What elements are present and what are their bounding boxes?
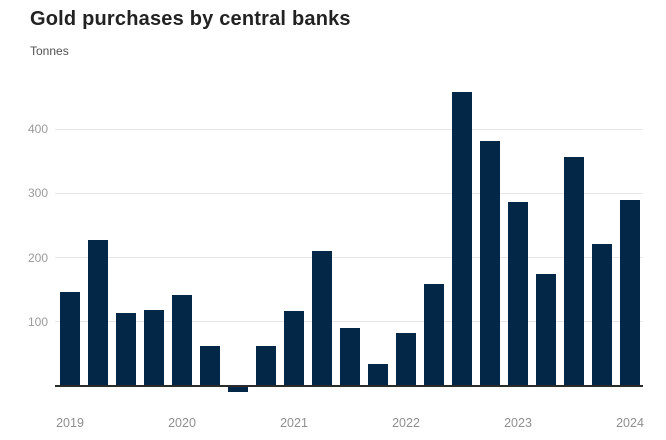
bar-2023-q2 bbox=[536, 273, 556, 386]
chart-subtitle: Tonnes bbox=[30, 44, 69, 58]
gridline-200 bbox=[55, 257, 643, 258]
x-axis-label-2021: 2021 bbox=[280, 416, 308, 430]
bar-2021-q1 bbox=[284, 311, 304, 386]
bar-2019-q2 bbox=[88, 240, 108, 386]
bar-2020-q2 bbox=[200, 345, 220, 386]
bar-2020-q3 bbox=[228, 386, 248, 393]
bar-2020-q4 bbox=[256, 346, 276, 386]
bar-2024-q1 bbox=[620, 199, 640, 386]
chart-title: Gold purchases by central banks bbox=[30, 8, 351, 30]
bar-2022-q3 bbox=[452, 91, 472, 386]
bar-2019-q3 bbox=[116, 313, 136, 386]
bar-2023-q1 bbox=[508, 201, 528, 386]
bar-2023-q3 bbox=[564, 156, 584, 386]
bar-2020-q1 bbox=[172, 294, 192, 386]
x-axis-label-2019: 2019 bbox=[56, 416, 84, 430]
bar-2022-q2 bbox=[424, 284, 444, 386]
gridline-300 bbox=[55, 192, 643, 194]
bar-2019-q4 bbox=[144, 310, 164, 386]
x-axis-label-2023: 2023 bbox=[504, 416, 532, 430]
bar-2021-q4 bbox=[368, 363, 388, 386]
x-axis-line bbox=[55, 385, 643, 387]
gridline-400 bbox=[55, 128, 643, 130]
bar-2021-q2 bbox=[312, 251, 332, 386]
x-axis-label-2020: 2020 bbox=[168, 416, 196, 430]
y-axis-tick-label: 200 bbox=[27, 250, 48, 265]
bar-2022-q4 bbox=[480, 140, 500, 386]
bar-2023-q4 bbox=[592, 244, 612, 386]
gridline-100 bbox=[55, 321, 643, 323]
y-axis-tick-label: 100 bbox=[27, 314, 48, 329]
bar-2022-q1 bbox=[396, 333, 416, 386]
x-axis-label-2022: 2022 bbox=[392, 416, 420, 430]
y-axis-tick-label: 300 bbox=[27, 186, 48, 201]
x-axis-label-2024: 2024 bbox=[616, 416, 644, 430]
y-axis-tick-label: 400 bbox=[27, 122, 48, 136]
bar-2021-q3 bbox=[340, 327, 360, 386]
bar-2019-q1 bbox=[60, 292, 80, 386]
